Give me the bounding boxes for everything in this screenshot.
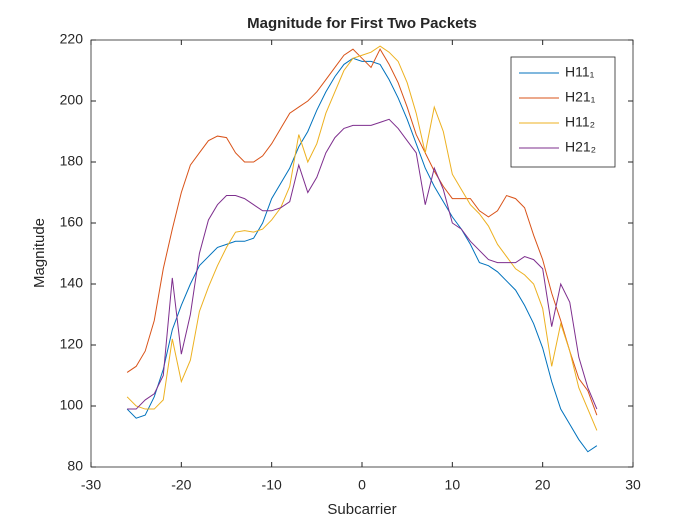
y-axis-label: Magnitude [31, 218, 48, 288]
series-line [127, 118, 598, 410]
y-tick-label: 120 [60, 336, 84, 352]
legend-label: H11₂ [565, 114, 595, 130]
y-tick-label: 180 [60, 153, 84, 169]
x-tick-label: 30 [625, 477, 641, 493]
y-tick-label: 200 [60, 92, 84, 108]
y-tick-label: 140 [60, 275, 84, 291]
x-tick-label: -20 [171, 477, 191, 493]
legend-label: H11₁ [565, 64, 595, 80]
x-tick-label: -30 [81, 477, 101, 493]
x-tick-label: 20 [535, 477, 551, 493]
legend-box [510, 56, 616, 168]
legend-label: H21₁ [565, 89, 596, 105]
y-tick-label: 100 [60, 397, 84, 413]
x-tick-label: 10 [445, 477, 461, 493]
y-tick-label: 220 [60, 31, 84, 47]
chart-title: Magnitude for First Two Packets [247, 15, 477, 32]
x-tick-label: 0 [358, 477, 366, 493]
series-line [126, 57, 598, 453]
x-axis-label: Subcarrier [327, 501, 396, 518]
series-line [126, 45, 598, 431]
x-tick-label: -10 [262, 477, 282, 493]
y-tick-label: 160 [60, 214, 84, 230]
legend-label: H21₂ [565, 139, 596, 155]
y-tick-label: 80 [67, 458, 83, 474]
series-line [126, 48, 598, 416]
